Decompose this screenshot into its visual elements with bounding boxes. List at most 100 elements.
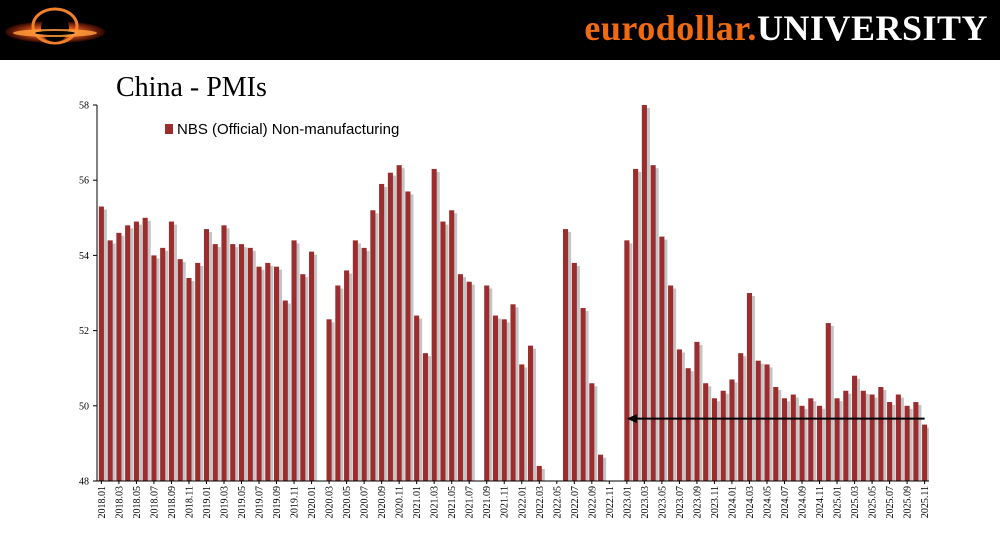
bar-shadow xyxy=(233,247,239,481)
arrow-head xyxy=(626,414,637,424)
y-tick-label: 54 xyxy=(79,251,89,262)
bar-shadow xyxy=(837,401,843,481)
bar-shadow xyxy=(566,232,572,481)
bar xyxy=(238,244,245,481)
bar xyxy=(843,390,849,481)
left-arrow-icon xyxy=(626,414,925,424)
bar xyxy=(116,232,122,481)
x-tick-label: 2018.01 xyxy=(97,486,108,519)
x-tick-label: 2019.05 xyxy=(237,486,248,519)
bar-shadow xyxy=(898,397,904,481)
chart-title: China - PMIs xyxy=(116,72,267,103)
bar-shadow xyxy=(119,235,125,481)
bar xyxy=(151,255,157,481)
x-tick-label: 2018.07 xyxy=(149,486,160,519)
x-tick-label: 2023.07 xyxy=(675,486,686,519)
x-tick-label: 2022.09 xyxy=(587,486,598,519)
brand-wordmark: eurodollar.UNIVERSITY xyxy=(584,6,988,50)
bar xyxy=(274,266,280,481)
bar-shadow xyxy=(206,232,213,481)
bar-shadow xyxy=(601,457,607,481)
x-tick-label: 2020.01 xyxy=(307,486,318,519)
bar xyxy=(466,281,472,481)
x-tick-label: 2025.11 xyxy=(920,486,931,518)
bar-shadow xyxy=(198,265,204,481)
bar-shadow xyxy=(443,224,449,481)
bar-shadow xyxy=(145,220,151,481)
bar xyxy=(580,308,586,481)
bar-shadow xyxy=(863,393,869,481)
x-tick-label: 2020.07 xyxy=(360,486,371,519)
bar-shadow xyxy=(364,250,370,481)
bar-shadow xyxy=(592,386,598,481)
bar-shadow xyxy=(828,326,834,481)
bar-shadow xyxy=(312,254,318,481)
bar xyxy=(816,405,823,481)
bar xyxy=(799,405,805,481)
legend-swatch xyxy=(165,124,173,134)
bar xyxy=(738,353,744,481)
bar xyxy=(869,394,875,481)
bar xyxy=(370,210,376,481)
x-tick-label: 2019.01 xyxy=(202,486,213,519)
bar-shadow xyxy=(714,401,720,481)
bar-shadow xyxy=(627,243,633,481)
bar xyxy=(361,247,367,481)
x-tick-label: 2021.11 xyxy=(500,486,511,518)
x-tick-label: 2023.11 xyxy=(710,486,721,518)
bar xyxy=(895,394,901,481)
y-tick-label: 50 xyxy=(79,401,89,412)
bar xyxy=(247,247,253,481)
bar xyxy=(922,424,928,481)
bar-shadow xyxy=(303,277,309,481)
x-tick-label: 2020.03 xyxy=(325,486,336,519)
bar-shadow xyxy=(636,171,642,481)
y-tick-label: 48 xyxy=(79,477,89,488)
bar-shadow xyxy=(706,386,712,481)
bar-shadow xyxy=(802,408,808,481)
bar xyxy=(405,191,411,481)
bar-shadow xyxy=(417,318,423,481)
black-hole-logo-icon xyxy=(5,7,105,45)
bar xyxy=(396,165,402,481)
bar-shadow xyxy=(662,239,668,481)
bar-shadow xyxy=(671,288,677,481)
bar-shadow xyxy=(163,250,169,481)
bar xyxy=(431,168,437,481)
x-tick-label: 2019.11 xyxy=(290,486,301,518)
bar xyxy=(457,274,463,481)
x-tick-label: 2023.05 xyxy=(657,486,668,519)
bar-shadow xyxy=(347,273,353,481)
bar xyxy=(650,165,656,481)
bar xyxy=(913,402,919,481)
brand-part-2: UNIVERSITY xyxy=(756,8,988,48)
bar xyxy=(177,259,183,481)
bar-shadow xyxy=(136,224,142,481)
x-tick-label: 2021.03 xyxy=(430,486,441,519)
bar xyxy=(729,379,735,481)
bar xyxy=(703,383,709,481)
bar-shadow xyxy=(294,243,300,481)
bar xyxy=(904,405,910,481)
bar-shadow xyxy=(732,382,738,481)
bar-shadow xyxy=(881,390,887,481)
x-tick-label: 2023.01 xyxy=(622,486,633,519)
bar-shadow xyxy=(819,408,826,481)
bar-shadow xyxy=(855,378,861,481)
x-tick-label: 2023.03 xyxy=(640,486,651,519)
bar xyxy=(878,387,884,481)
bar xyxy=(790,394,796,481)
x-tick-label: 2024.07 xyxy=(780,486,791,519)
bar xyxy=(168,221,174,481)
bar-shadow xyxy=(872,397,878,481)
bar xyxy=(510,304,516,481)
bar-shadow xyxy=(241,247,248,481)
bar xyxy=(221,225,227,481)
bar-shadow xyxy=(154,258,160,481)
x-tick-label: 2018.05 xyxy=(132,486,143,519)
bar-shadow xyxy=(382,186,388,481)
bar-shadow xyxy=(784,401,791,481)
bar xyxy=(142,217,148,481)
bar xyxy=(527,345,534,481)
